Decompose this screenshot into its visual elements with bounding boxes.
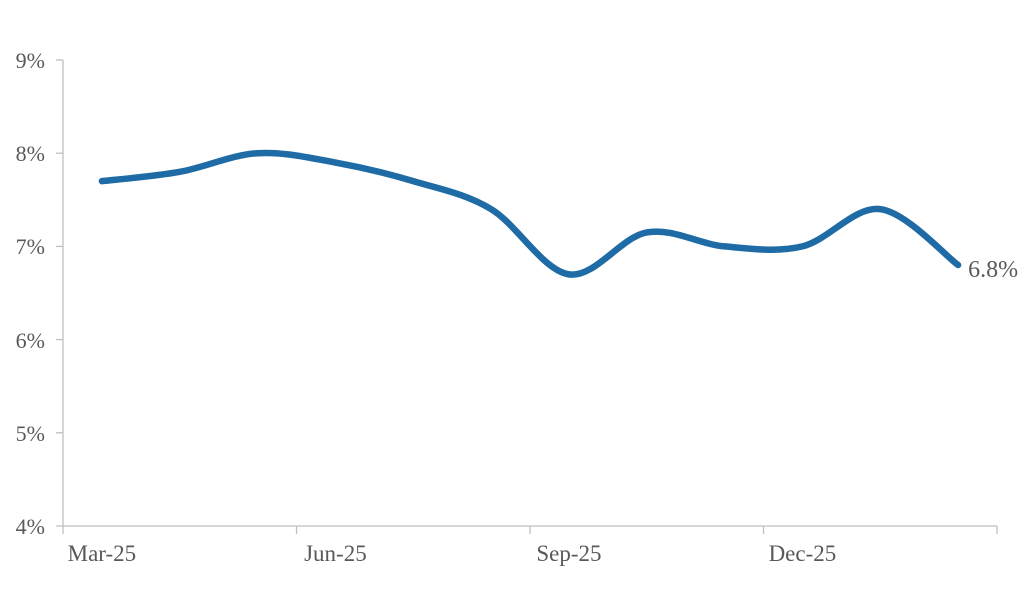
x-tick-label: Jun-25 (304, 541, 367, 566)
y-tick-label: 5% (15, 420, 45, 446)
x-tick-label: Sep-25 (536, 541, 602, 566)
x-tick-label: Mar-25 (67, 541, 137, 566)
y-tick-label: 8% (15, 141, 45, 167)
y-tick-label: 6% (15, 327, 45, 353)
end-value-label: 6.8% (968, 257, 1019, 284)
y-tick-label: 7% (15, 234, 45, 260)
series-line (98, 149, 962, 278)
x-tick-label: Dec-25 (768, 541, 837, 566)
axes (56, 59, 998, 534)
y-tick-label: 4% (15, 514, 45, 539)
y-tick-label: 9% (15, 48, 45, 73)
